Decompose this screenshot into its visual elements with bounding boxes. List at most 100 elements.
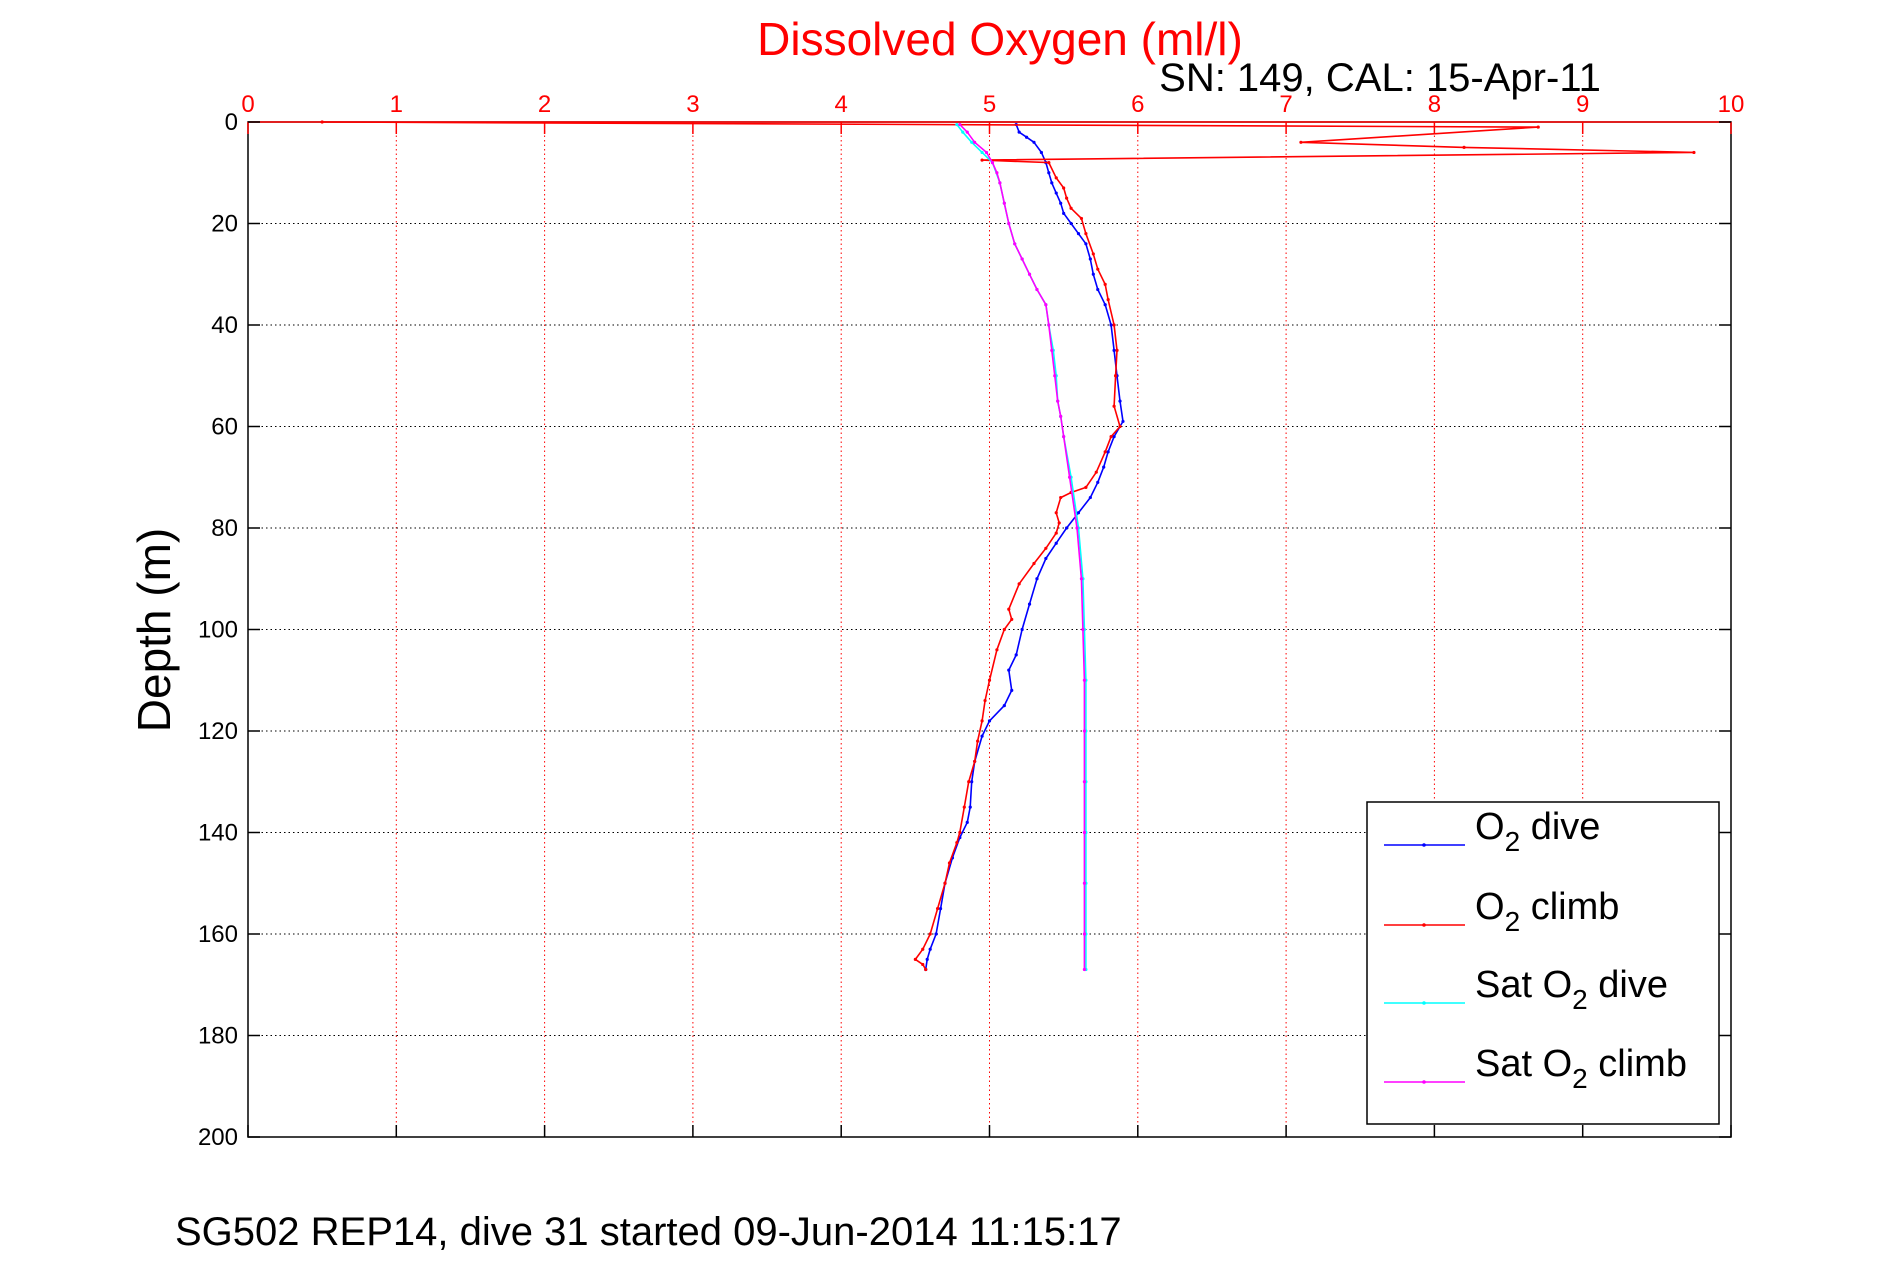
data-point-o2-dive — [987, 719, 992, 723]
legend-label-sat-o2-dive: Sat O2 dive — [1475, 964, 1668, 1015]
chart-title: Dissolved Oxygen (ml/l) — [757, 13, 1243, 65]
data-point-sat-o2-climb — [1081, 627, 1085, 632]
data-point-o2-climb — [1112, 404, 1116, 408]
data-point-o2-climb — [980, 719, 984, 723]
legend: O2 dive O2 climb Sat O2 dive Sat O2 climb — [1366, 801, 1720, 1125]
x-tick-label: 8 — [1428, 91, 1441, 118]
data-point-o2-climb — [1054, 176, 1058, 180]
data-point-o2-climb — [958, 830, 962, 835]
data-point-o2-dive — [968, 805, 972, 809]
data-point-sat-o2-climb — [1020, 257, 1024, 261]
legend-label-sat-o2-climb: Sat O2 climb — [1475, 1043, 1687, 1094]
data-point-o2-climb — [1299, 140, 1303, 144]
data-point-o2-dive — [1065, 526, 1069, 530]
x-tick-label: 10 — [1718, 91, 1745, 118]
data-point-o2-climb — [1462, 145, 1466, 149]
data-point-o2-climb — [1059, 495, 1063, 500]
data-point-o2-dive — [1069, 221, 1073, 226]
data-point-o2-dive — [938, 907, 943, 911]
data-point-sat-o2-dive — [961, 130, 965, 134]
data-point-o2-dive — [1047, 171, 1051, 175]
data-point-o2-climb — [1010, 617, 1014, 621]
data-point-o2-climb — [1057, 521, 1061, 525]
data-point-o2-dive — [1062, 211, 1066, 215]
data-point-o2-climb — [962, 805, 966, 809]
data-point-o2-climb — [1062, 186, 1066, 190]
data-point-o2-climb — [947, 861, 952, 865]
series-sat-o2-dive — [955, 122, 1088, 972]
data-point-o2-climb — [973, 759, 977, 764]
legend-marker-o2-dive — [1422, 843, 1426, 847]
data-point-o2-dive — [1091, 272, 1095, 276]
data-point-o2-dive — [1044, 556, 1048, 561]
y-tick-label: 0 — [225, 109, 238, 136]
data-point-o2-dive — [1024, 135, 1029, 139]
y-tick-label: 140 — [198, 820, 238, 847]
data-point-o2-climb — [967, 780, 971, 784]
data-point-sat-o2-climb — [958, 122, 962, 127]
data-point-sat-o2-climb — [1062, 435, 1066, 439]
data-point-o2-climb — [1096, 267, 1100, 271]
y-axis-ticks: 0 20 40 60 80 100 120 140 160 180 200 — [198, 109, 1731, 1151]
data-point-o2-climb — [1069, 206, 1073, 210]
data-point-o2-climb — [320, 120, 324, 124]
data-point-o2-dive — [1096, 480, 1100, 484]
data-point-o2-dive — [1106, 450, 1110, 454]
data-point-o2-climb — [1007, 607, 1011, 611]
x-axis-ticks: 0 1 2 3 4 5 6 7 8 9 10 — [241, 91, 1744, 1137]
data-point-sat-o2-dive — [980, 150, 984, 155]
data-point-o2-climb — [1115, 348, 1119, 352]
data-point-sat-o2-climb — [1002, 201, 1006, 205]
series-o2-dive — [924, 122, 1125, 972]
data-point-o2-dive — [1088, 257, 1092, 261]
data-point-sat-o2-climb — [1082, 967, 1087, 972]
data-point-o2-climb — [1044, 546, 1048, 550]
data-point-sat-o2-climb — [984, 150, 989, 155]
y-tick-label: 120 — [198, 718, 238, 745]
data-point-o2-climb — [924, 967, 928, 972]
x-tick-label: 9 — [1576, 91, 1589, 118]
data-point-o2-climb — [1084, 232, 1088, 236]
data-point-o2-climb — [1017, 582, 1021, 586]
data-point-sat-o2-climb — [1059, 414, 1063, 418]
y-tick-label: 60 — [211, 414, 238, 441]
data-point-o2-dive — [1102, 465, 1106, 469]
data-point-o2-climb — [1079, 216, 1084, 221]
y-tick-label: 40 — [211, 312, 238, 339]
data-point-o2-climb — [987, 678, 992, 682]
data-point-sat-o2-climb — [965, 130, 969, 134]
data-point-sat-o2-climb — [1027, 272, 1032, 276]
data-point-o2-dive — [970, 780, 974, 784]
data-point-o2-dive — [1054, 541, 1058, 545]
data-point-o2-climb — [921, 962, 925, 967]
data-point-o2-dive — [1032, 140, 1036, 144]
data-point-o2-dive — [1109, 323, 1113, 327]
data-point-o2-dive — [1050, 181, 1054, 185]
x-tick-label: 4 — [835, 91, 848, 118]
y-axis-label: Depth (m) — [128, 528, 180, 732]
data-point-sat-o2-climb — [1082, 830, 1087, 835]
data-point-o2-climb — [1692, 150, 1696, 155]
data-point-o2-climb — [1112, 323, 1116, 327]
data-point-o2-climb — [928, 932, 932, 936]
data-point-sat-o2-climb — [1007, 221, 1011, 226]
data-point-o2-dive — [1020, 627, 1024, 632]
data-point-o2-dive — [1076, 511, 1081, 515]
x-tick-label: 7 — [1279, 91, 1292, 118]
data-point-sat-o2-climb — [1082, 729, 1087, 733]
series-line-sat-o2-climb — [959, 123, 1086, 970]
data-point-o2-climb — [955, 841, 959, 845]
data-point-o2-climb — [943, 881, 947, 885]
data-point-o2-dive — [965, 820, 969, 824]
series-sat-o2-climb — [958, 122, 1087, 972]
legend-marker-sat-o2-dive — [1422, 1001, 1426, 1005]
data-point-o2-dive — [1007, 668, 1011, 672]
data-point-o2-climb — [921, 947, 925, 951]
data-point-o2-climb — [1091, 252, 1095, 256]
data-point-o2-climb — [1103, 282, 1107, 286]
data-point-o2-climb — [980, 158, 984, 162]
data-point-o2-dive — [925, 957, 929, 961]
data-point-o2-dive — [980, 734, 984, 738]
data-point-o2-climb — [1047, 161, 1051, 165]
